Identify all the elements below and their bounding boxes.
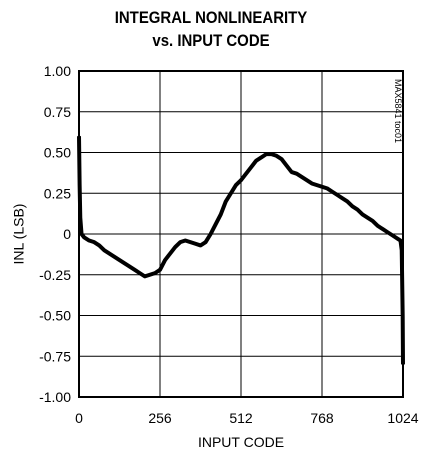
y-tick-label: -1.00 <box>39 389 71 405</box>
series-point <box>87 239 91 242</box>
series-point <box>290 170 293 174</box>
toc-watermark: MAX5841 toc01 <box>393 79 403 143</box>
series-point <box>335 193 339 197</box>
x-tick-label: 768 <box>310 410 334 426</box>
y-tick-label: 0.25 <box>44 185 71 201</box>
plot-frame <box>78 70 404 398</box>
series-point <box>214 223 217 226</box>
series-point <box>184 239 187 242</box>
x-tick-label: 256 <box>148 410 172 426</box>
series-point <box>234 183 238 187</box>
series-point <box>295 172 298 175</box>
series-point <box>265 152 268 156</box>
y-tick-label: 1.00 <box>44 63 71 79</box>
y-tick-label: 0 <box>63 226 71 242</box>
series-point <box>249 165 253 169</box>
series-point <box>80 232 83 236</box>
series-point <box>341 196 344 200</box>
series-point <box>260 156 263 159</box>
series-point <box>300 175 303 179</box>
series-point <box>386 231 390 234</box>
series-point <box>361 213 364 216</box>
x-axis-label: INPUT CODE <box>198 434 284 450</box>
chart-title-line1: INTEGRAL NONLINEARITY <box>114 8 308 27</box>
series-point <box>376 224 379 228</box>
series-point <box>204 240 207 244</box>
x-tick-label: 512 <box>229 410 253 426</box>
series-point <box>399 239 402 242</box>
y-tick-label: 0.75 <box>44 104 71 120</box>
series-point <box>189 240 192 244</box>
series-point <box>168 252 172 255</box>
series-point <box>108 252 111 255</box>
series-point <box>315 183 319 187</box>
grid-lines <box>78 70 404 398</box>
series-point <box>82 236 86 239</box>
series-point <box>229 192 233 195</box>
series-point <box>179 240 182 244</box>
series-point <box>285 164 288 167</box>
series-point <box>118 258 121 262</box>
series-point <box>163 258 167 262</box>
series-point <box>356 208 359 211</box>
tick-labels: 1.000.750.500.250-0.25-0.50-0.75-1.000 25… <box>39 63 419 426</box>
y-tick-label: -0.50 <box>39 308 71 324</box>
y-tick-label: -0.75 <box>39 348 71 364</box>
series-point <box>158 268 162 272</box>
series-point <box>98 244 101 247</box>
y-tick-label: -0.25 <box>39 267 71 283</box>
series-point <box>219 213 222 216</box>
series-point <box>153 271 157 275</box>
series-point <box>239 179 243 182</box>
series-point <box>371 219 374 223</box>
series-point <box>199 244 202 247</box>
series-point <box>224 200 228 203</box>
series-point <box>270 152 273 156</box>
series-point <box>310 182 314 185</box>
chart-title-line2: vs. INPUT CODE <box>152 31 270 50</box>
series-point <box>113 255 116 259</box>
series-point <box>351 205 354 208</box>
x-tick-label: 0 <box>75 410 83 426</box>
series-point <box>330 190 334 193</box>
series-point <box>173 245 177 249</box>
series-point <box>366 216 369 219</box>
series-point <box>325 187 329 190</box>
series-point <box>194 242 197 245</box>
series-point <box>143 275 147 278</box>
series-point <box>280 157 283 161</box>
series-point <box>254 159 258 162</box>
series-point <box>133 268 136 272</box>
series-point <box>305 179 309 182</box>
series-point <box>381 227 384 231</box>
series-point <box>138 271 141 275</box>
y-axis-label: INL (LSB) <box>11 204 27 265</box>
series-point <box>396 237 400 241</box>
series-point <box>275 154 278 157</box>
y-tick-label: 0.50 <box>44 145 71 161</box>
series-point <box>346 200 349 203</box>
series-point <box>391 234 395 237</box>
series-point <box>103 249 106 252</box>
series-point <box>92 240 96 244</box>
series-point <box>148 273 152 276</box>
series-point <box>128 265 131 268</box>
series-point <box>209 232 212 236</box>
series-point <box>244 172 248 175</box>
series-point <box>320 185 324 188</box>
x-tick-label: 1024 <box>387 410 418 426</box>
series-point <box>123 262 126 265</box>
